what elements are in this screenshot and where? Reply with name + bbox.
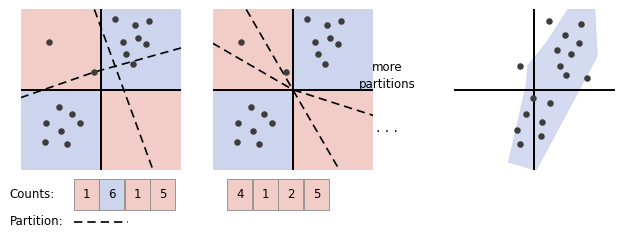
Text: · · ·: · · ·: [376, 125, 398, 139]
Point: [536, 134, 546, 138]
Point: [320, 62, 330, 66]
Text: 5: 5: [159, 188, 166, 201]
Text: Counts:: Counts:: [10, 188, 55, 201]
Point: [141, 42, 151, 46]
Point: [122, 52, 132, 56]
Point: [333, 42, 343, 46]
Bar: [212, 9, 293, 90]
Point: [267, 122, 277, 125]
Text: 6: 6: [108, 188, 115, 201]
Polygon shape: [509, 9, 597, 170]
Point: [314, 52, 324, 56]
Point: [232, 140, 242, 144]
Point: [302, 17, 312, 21]
Point: [560, 33, 570, 37]
Point: [321, 24, 332, 27]
Point: [89, 70, 99, 74]
Point: [144, 19, 154, 23]
Text: Partition:: Partition:: [10, 215, 63, 228]
Point: [44, 40, 54, 43]
Point: [129, 24, 140, 27]
Point: [310, 40, 321, 43]
Point: [561, 73, 572, 77]
Point: [521, 112, 531, 116]
Point: [118, 40, 129, 43]
Point: [110, 17, 120, 21]
Point: [254, 142, 264, 146]
Point: [41, 122, 51, 125]
Point: [336, 19, 346, 23]
Text: 1: 1: [83, 188, 90, 201]
Point: [544, 20, 554, 23]
Point: [511, 128, 522, 132]
Point: [545, 101, 556, 104]
Point: [62, 142, 72, 146]
Bar: [293, 90, 373, 170]
Text: 4: 4: [236, 188, 243, 201]
Bar: [293, 9, 373, 90]
Text: 5: 5: [313, 188, 320, 201]
Point: [576, 22, 586, 26]
Point: [236, 40, 246, 43]
Point: [246, 105, 256, 109]
Point: [555, 64, 565, 67]
Point: [54, 105, 64, 109]
Text: more
partitions: more partitions: [359, 60, 415, 91]
Point: [56, 130, 66, 133]
Point: [552, 48, 562, 51]
Point: [515, 64, 525, 67]
Point: [40, 140, 50, 144]
Point: [527, 96, 538, 100]
Bar: [100, 90, 181, 170]
Point: [259, 112, 269, 116]
Text: 1: 1: [134, 188, 141, 201]
Point: [581, 76, 591, 80]
Bar: [212, 90, 293, 170]
Point: [75, 122, 85, 125]
Point: [324, 36, 335, 39]
Bar: [20, 9, 100, 90]
Bar: [100, 9, 181, 90]
Point: [565, 52, 575, 56]
Point: [128, 62, 138, 66]
Point: [573, 41, 584, 45]
Bar: [20, 90, 100, 170]
Point: [132, 36, 143, 39]
Point: [281, 70, 291, 74]
Text: 1: 1: [262, 188, 269, 201]
Point: [67, 112, 77, 116]
Point: [538, 120, 548, 124]
Point: [515, 142, 525, 146]
Point: [233, 122, 243, 125]
Point: [248, 130, 258, 133]
Text: 2: 2: [287, 188, 294, 201]
